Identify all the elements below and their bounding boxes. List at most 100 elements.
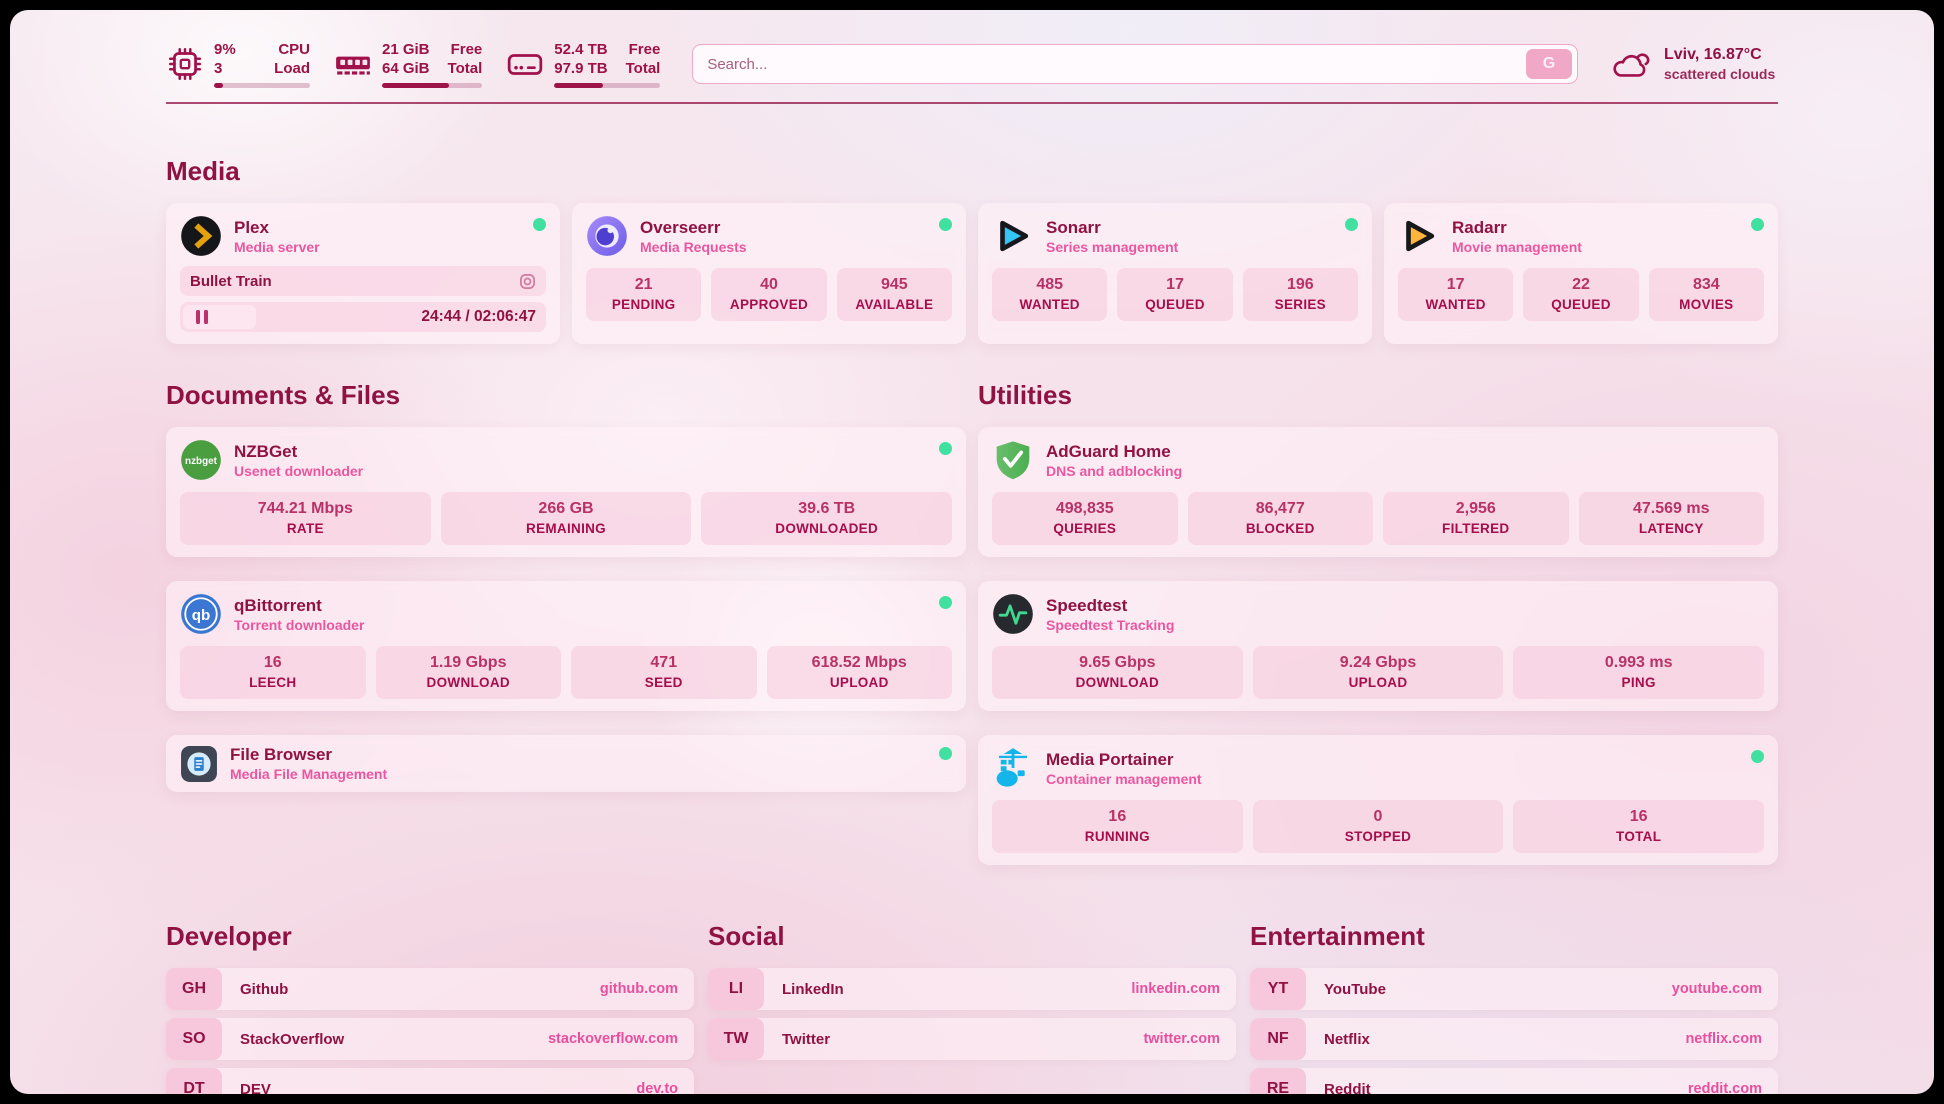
service-card-radarr[interactable]: Radarr Movie management 17 WANTED 22 QUEUE… — [1384, 203, 1778, 344]
now-playing-title: Bullet Train — [190, 272, 272, 290]
stat-remaining: 266 GB REMAINING — [440, 492, 692, 545]
filebrowser-icon — [181, 745, 217, 782]
status-dot — [1751, 750, 1764, 763]
bookmark-name: LinkedIn — [782, 980, 844, 998]
scattered-clouds-icon — [1613, 53, 1650, 77]
cpu-progress-bar — [214, 83, 310, 88]
service-card-filebrowser[interactable]: File Browser Media File Management — [166, 735, 966, 792]
app-desc: Series management — [1046, 238, 1179, 255]
bookmark-stackoverflow[interactable]: SO StackOverflow stackoverflow.com — [166, 1018, 694, 1060]
documents-section-title: Documents & Files — [166, 380, 401, 410]
stat-upload: 618.52 Mbps UPLOAD — [766, 646, 952, 699]
bookmark-abbr: GH — [166, 968, 222, 1010]
stat-movies: 834 MOVIES — [1648, 268, 1764, 321]
service-card-sonarr[interactable]: Sonarr Series management 485 WANTED 17 QUE… — [978, 203, 1372, 344]
service-card-qbittorrent[interactable]: qb qBittorrent Torrent downloader 16 LEEC… — [166, 581, 966, 711]
adguard-icon — [996, 441, 1030, 480]
cpu-labels: CPU Load — [274, 41, 310, 77]
section-media: Media Plex Media server — [166, 156, 1778, 344]
stat-latency: 47.569 ms LATENCY — [1578, 492, 1764, 545]
bookmark-name: DEV — [240, 1080, 271, 1095]
app-desc: Media server — [234, 238, 320, 255]
search-input[interactable] — [707, 55, 1526, 73]
playback-progress-fill — [183, 305, 257, 329]
bookmark-abbr: DT — [166, 1068, 222, 1094]
status-dot — [1345, 218, 1358, 231]
stat-pending: 21 PENDING — [586, 268, 702, 321]
app-desc: Movie management — [1452, 238, 1582, 255]
stat-queued: 22 QUEUED — [1523, 268, 1639, 321]
section-documents: Documents & Files nzbget NZBGet Usenet d… — [166, 380, 966, 865]
playback-progress-row: 24:44 / 02:06:47 — [180, 302, 546, 332]
stat-blocked: 86,477 BLOCKED — [1187, 492, 1373, 545]
bookmark-dev[interactable]: DT DEV dev.to — [166, 1068, 694, 1094]
memory-progress-bar — [382, 83, 483, 88]
bookmark-netflix[interactable]: NF Netflix netflix.com — [1250, 1018, 1778, 1060]
disk-labels: Free Total — [625, 41, 661, 77]
service-card-overseerr[interactable]: Overseerr Media Requests 21 PENDING 40 APP… — [572, 203, 966, 344]
bookmark-name: Github — [240, 980, 289, 998]
memory-widget: 21 GiB 64 GiB Free Total — [334, 40, 483, 88]
status-dot — [939, 596, 952, 609]
app-desc: Media File Management — [230, 766, 388, 782]
bookmark-twitter[interactable]: TW Twitter twitter.com — [708, 1018, 1236, 1060]
service-card-portainer[interactable]: Media Portainer Container management 16 R… — [978, 735, 1778, 865]
app-name: AdGuard Home — [1046, 441, 1171, 461]
stat-stopped: 0 STOPPED — [1252, 800, 1504, 853]
app-name: Plex — [234, 217, 269, 237]
section-social: Social LI LinkedIn linkedin.com TW Twitt… — [708, 921, 1236, 1094]
bookmark-name: StackOverflow — [240, 1030, 345, 1048]
disk-values: 52.4 TB 97.9 TB — [554, 41, 608, 77]
stat-queries: 498,835 QUERIES — [992, 492, 1178, 545]
bookmark-linkedin[interactable]: LI LinkedIn linkedin.com — [708, 968, 1236, 1010]
entertainment-section-title: Entertainment — [1250, 921, 1425, 951]
bookmark-abbr: RE — [1250, 1068, 1306, 1094]
nzbget-icon: nzbget — [181, 440, 221, 480]
bookmark-github[interactable]: GH Github github.com — [166, 968, 694, 1010]
section-developer: Developer GH Github github.com SO StackO… — [166, 921, 694, 1094]
app-desc: Torrent downloader — [234, 616, 365, 633]
svg-text:nzbget: nzbget — [185, 456, 218, 467]
app-desc: Usenet downloader — [234, 462, 364, 479]
bookmark-reddit[interactable]: RE Reddit reddit.com — [1250, 1068, 1778, 1094]
pause-icon[interactable] — [196, 310, 208, 324]
app-name: Overseerr — [640, 217, 721, 237]
bookmark-url: twitter.com — [1143, 1031, 1220, 1047]
service-card-nzbget[interactable]: nzbget NZBGet Usenet downloader 744.21 M… — [166, 427, 966, 557]
search-bar: G — [692, 44, 1578, 84]
app-name: Speedtest — [1046, 595, 1128, 615]
stat-total: 16 TOTAL — [1513, 800, 1764, 853]
service-card-adguard[interactable]: AdGuard Home DNS and adblocking 498,835 Q… — [978, 427, 1778, 557]
svg-text:qb: qb — [192, 607, 211, 624]
bookmark-url: github.com — [599, 981, 678, 997]
topbar-divider — [166, 102, 1778, 104]
qbittorrent-icon: qb — [181, 594, 221, 634]
bookmark-name: Twitter — [782, 1030, 831, 1048]
disk-progress-bar — [554, 83, 661, 88]
speedtest-icon — [993, 594, 1033, 634]
app-desc: Speedtest Tracking — [1046, 616, 1175, 633]
search-engine-button[interactable]: G — [1526, 49, 1572, 79]
status-dot — [939, 747, 952, 760]
section-utilities: Utilities — [978, 380, 1778, 865]
bookmark-name: Netflix — [1324, 1030, 1370, 1048]
radarr-icon — [1406, 220, 1435, 252]
app-desc: DNS and adblocking — [1046, 462, 1183, 479]
app-desc: Media Requests — [640, 238, 747, 255]
stat-leech: 16 LEECH — [180, 646, 366, 699]
stat-rate: 744.21 Mbps RATE — [180, 492, 431, 545]
weather-widget: Lviv, 16.87°C scattered clouds — [1610, 45, 1778, 83]
bookmark-youtube[interactable]: YT YouTube youtube.com — [1250, 968, 1778, 1010]
service-card-speedtest[interactable]: Speedtest Speedtest Tracking 9.65 Gbps DO… — [978, 581, 1778, 711]
bookmark-url: reddit.com — [1687, 1081, 1762, 1094]
app-desc: Container management — [1046, 770, 1202, 787]
bookmark-abbr: YT — [1250, 968, 1306, 1010]
disk-widget: 52.4 TB 97.9 TB Free Total — [506, 40, 661, 88]
ram-icon — [336, 56, 370, 75]
stat-series: 196 SERIES — [1242, 268, 1358, 321]
developer-section-title: Developer — [166, 921, 292, 951]
service-card-plex[interactable]: Plex Media server Bullet Train — [166, 203, 560, 344]
bookmark-name: Reddit — [1324, 1080, 1371, 1095]
bookmark-name: YouTube — [1324, 980, 1386, 998]
cpu-widget: 9% 3 CPU Load — [166, 40, 310, 88]
